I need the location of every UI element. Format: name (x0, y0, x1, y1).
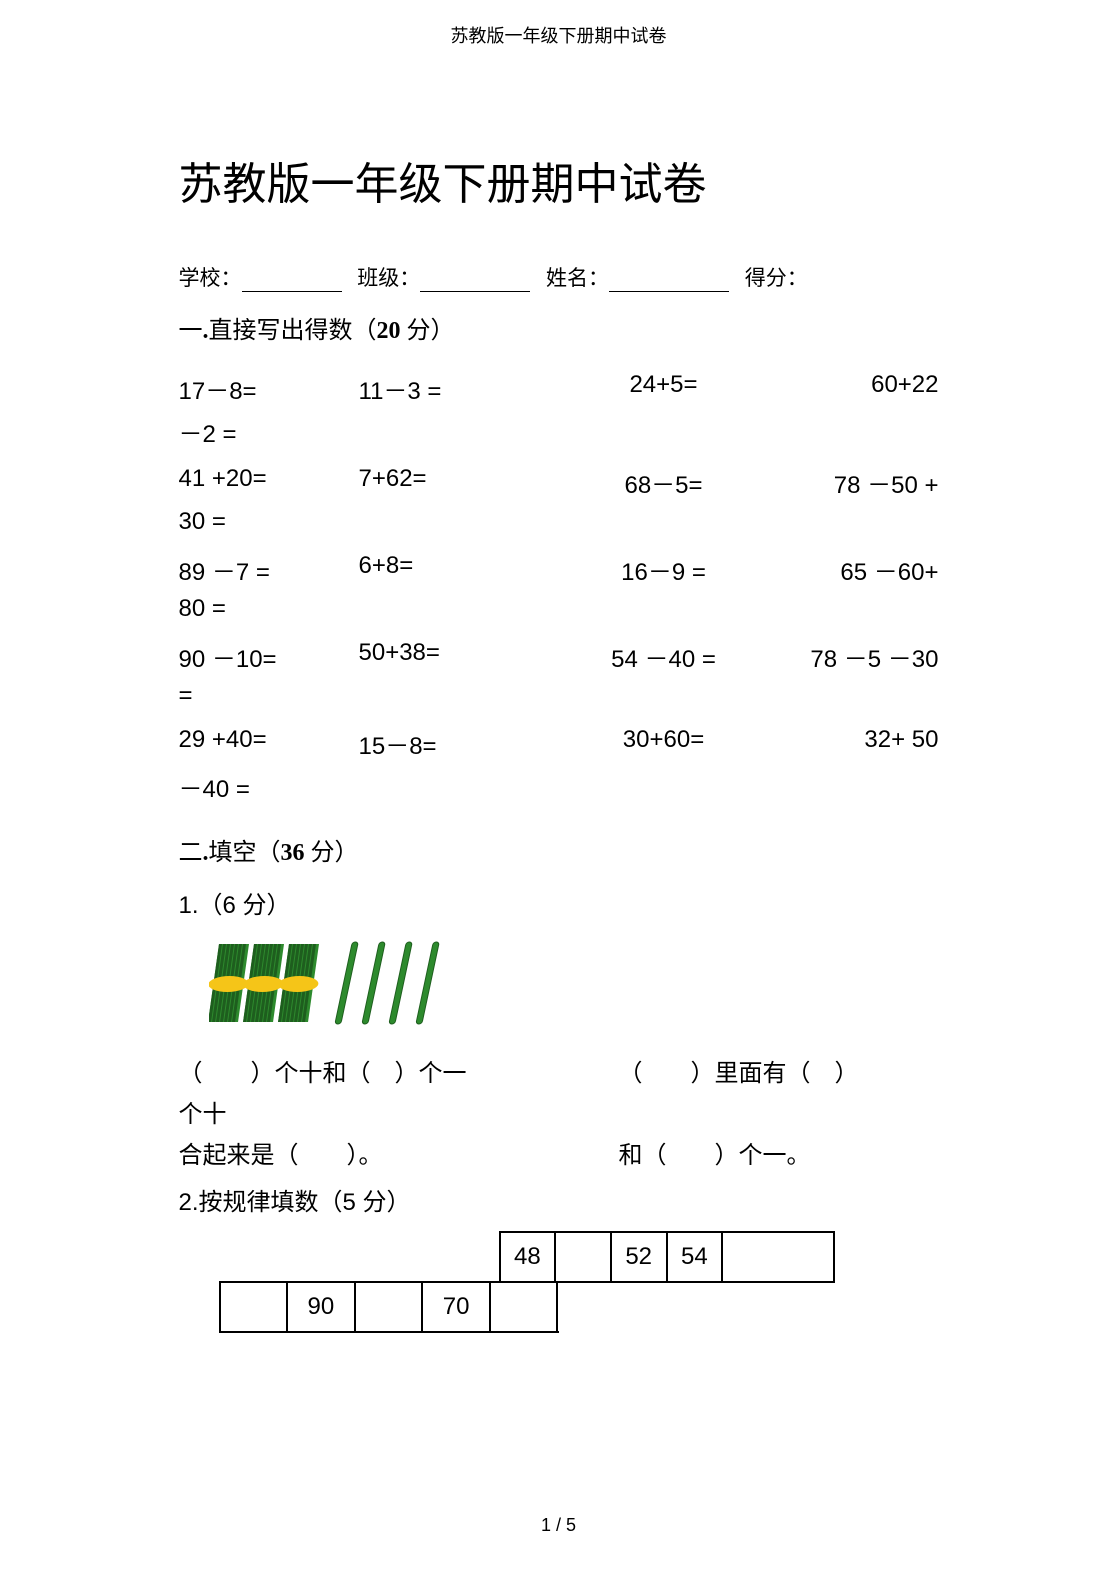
page-title: 苏教版一年级下册期中试卷 (179, 148, 939, 212)
arith-cell: 78 －5 －30 (769, 631, 939, 682)
arith-cell: 68－5= (559, 457, 769, 508)
arith-cell: 6+8= (359, 544, 559, 595)
arith-cell: 15－8= (359, 718, 559, 769)
q1-line3-right: 和（ ）个一。 (619, 1136, 811, 1177)
q1-line3-left: 合起来是（ ）。 (179, 1136, 619, 1177)
q1-fill-lines: （ ）个十和（ ）个一 （ ）里面有（ ） 个十 合起来是（ ）。 和（ ）个一… (179, 1054, 939, 1176)
school-blank[interactable] (242, 271, 342, 292)
arith-row-2: 41 +20= 7+62= 68－5= 78 －50 + (179, 457, 939, 508)
arith-wrap: －2 = (179, 414, 939, 457)
arith-cell: 32+ 50 (769, 718, 939, 769)
sec1-points: 20 (377, 318, 401, 344)
table-cell[interactable] (221, 1283, 289, 1331)
content-area: 苏教版一年级下册期中试卷 学校： 班级： 姓名： 得分： 一.直接写出得数（20… (179, 48, 939, 1333)
question-2-label: 2.按规律填数（5 分） (179, 1182, 939, 1217)
sec2-text: 填空（ (209, 840, 281, 866)
arith-cell: 54 －40 = (559, 631, 769, 682)
arith-row-5: 29 +40= 15－8= 30+60= 32+ 50 (179, 718, 939, 769)
table-cell[interactable] (556, 1233, 612, 1281)
arith-cell: 90 －10= (179, 631, 359, 682)
question-1-label: 1.（6 分） (179, 885, 939, 920)
counting-sticks-image (209, 934, 939, 1034)
sec2-prefix: 二 (179, 840, 203, 866)
q1-line1-left: （ ）个十和（ ）个一 (179, 1054, 619, 1095)
student-info-line: 学校： 班级： 姓名： 得分： (179, 262, 939, 292)
page-footer: 1 / 5 (0, 1515, 1117, 1536)
q1-line1-right: （ ）里面有（ ） (619, 1054, 859, 1095)
name-blank[interactable] (609, 271, 729, 292)
table-cell[interactable]: 52 (612, 1233, 668, 1281)
arithmetic-block: 17－8= 11－3 = 24+5= 60+22 －2 = 41 +20= 7+… (179, 363, 939, 812)
sequence-table-1: 48 52 54 (499, 1231, 835, 1283)
table-cell[interactable] (491, 1283, 559, 1331)
arith-cell: 89 －7 = (179, 544, 359, 595)
sec2-suffix: 分） (311, 840, 359, 866)
arith-cell: 65 －60+ (769, 544, 939, 595)
sticks-icon (209, 934, 469, 1029)
arith-cell: 78 －50 + (769, 457, 939, 508)
school-label: 学校： (179, 266, 242, 290)
table-cell[interactable]: 90 (288, 1283, 356, 1331)
q1-line2: 个十 (179, 1095, 939, 1136)
sequence-table-2: 90 70 (219, 1281, 559, 1333)
arith-cell: 50+38= (359, 631, 559, 682)
arith-wrap: －40 = (179, 769, 939, 812)
arith-wrap: 30 = (179, 508, 939, 544)
score-label: 得分： (745, 266, 808, 290)
table-cell[interactable]: 54 (668, 1233, 724, 1281)
arith-cell: 7+62= (359, 457, 559, 508)
arith-row-4: 90 －10= 50+38= 54 －40 = 78 －5 －30 (179, 631, 939, 682)
sec2-points: 36 (281, 840, 305, 866)
arith-wrap: 80 = (179, 595, 939, 631)
arith-row-3: 89 －7 = 6+8= 16－9 = 65 －60+ (179, 544, 939, 595)
section-2-heading: 二.填空（36 分） (179, 832, 939, 867)
arith-cell: 24+5= (559, 363, 769, 414)
name-label: 姓名： (546, 266, 609, 290)
arith-cell: 17－8= (179, 363, 359, 414)
sec1-text: 直接写出得数（ (209, 318, 377, 344)
arith-cell: 16－9 = (559, 544, 769, 595)
arith-cell: 60+22 (769, 363, 939, 414)
arith-wrap: = (179, 682, 939, 718)
arith-cell: 41 +20= (179, 457, 359, 508)
table-cell[interactable] (723, 1233, 834, 1281)
page-header: 苏教版一年级下册期中试卷 (0, 0, 1117, 48)
sec1-prefix: 一 (179, 318, 203, 344)
section-1-heading: 一.直接写出得数（20 分） (179, 310, 939, 345)
table-cell[interactable]: 48 (501, 1233, 557, 1281)
sec1-suffix: 分） (407, 318, 455, 344)
arith-row-1: 17－8= 11－3 = 24+5= 60+22 (179, 363, 939, 414)
table-cell[interactable]: 70 (423, 1283, 491, 1331)
class-blank[interactable] (420, 271, 530, 292)
arith-cell: 30+60= (559, 718, 769, 769)
table-cell[interactable] (356, 1283, 424, 1331)
class-label: 班级： (357, 266, 420, 290)
arith-cell: 29 +40= (179, 718, 359, 769)
arith-cell: 11－3 = (359, 363, 559, 414)
